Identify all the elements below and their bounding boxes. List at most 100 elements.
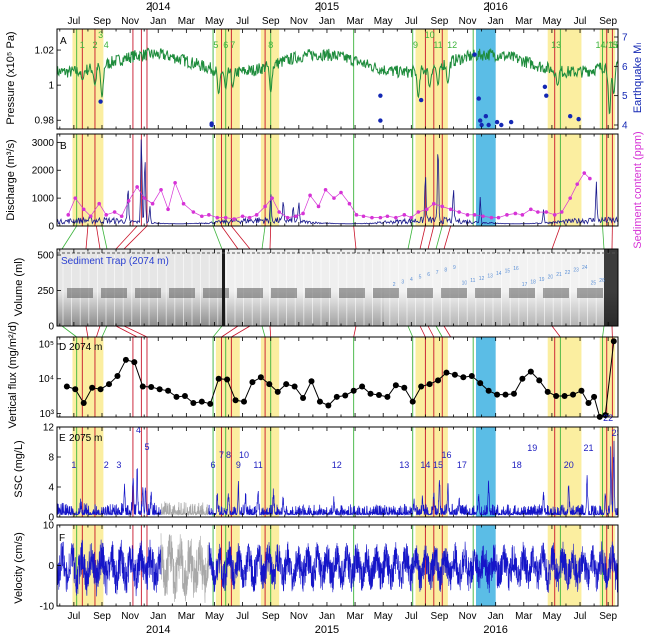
bottle-number: 3	[401, 279, 404, 285]
event-label-e: 2	[104, 460, 109, 470]
month-label-bottom: Jul	[574, 611, 587, 622]
sediment-content-point	[240, 214, 245, 219]
sediment-layer	[509, 288, 535, 298]
event-label-a: 4	[104, 40, 109, 50]
flux-point	[342, 392, 349, 399]
connector-line	[221, 225, 239, 250]
sediment-content-point	[215, 215, 220, 220]
sediment-layer	[67, 288, 93, 298]
photo-segment	[604, 249, 618, 326]
sediment-content-point	[385, 214, 390, 219]
flux-point	[359, 383, 366, 390]
sediment-content-point	[520, 213, 525, 217]
event-label-a: 3	[98, 30, 103, 40]
connector-line	[115, 225, 138, 250]
panel-e-title: 2075 m	[69, 433, 102, 444]
ylabel-volume: Volume (ml)	[13, 258, 25, 317]
photo-segment	[384, 249, 604, 326]
sediment-content-point	[394, 215, 398, 220]
event-label-e: 14	[420, 460, 430, 470]
sediment-content-point	[119, 214, 124, 219]
y-tick-label: 0	[48, 222, 54, 233]
ylabel-sediment: Sediment content (ppm)	[632, 131, 644, 248]
ssc-gap-line	[160, 501, 210, 517]
event-label-a: 11	[433, 40, 442, 50]
sediment-content-point	[481, 214, 485, 219]
flux-point	[165, 387, 172, 394]
connector-line	[261, 225, 266, 250]
sediment-layer	[373, 288, 399, 298]
earthquake-point	[472, 52, 477, 57]
sediment-content-point	[354, 213, 359, 217]
bottle-number: 14	[496, 271, 502, 277]
flux-point	[367, 390, 374, 397]
y-tick-label: 7	[622, 33, 628, 44]
connector-line	[123, 225, 148, 250]
sediment-content-point	[424, 207, 429, 212]
event-label-e: 15	[433, 460, 443, 470]
earthquake-point	[378, 93, 383, 98]
flux-point	[241, 398, 247, 405]
panel-frame-b	[56, 133, 619, 227]
sediment-content-point	[81, 207, 86, 212]
event-label-e: 23	[612, 428, 622, 438]
flux-point	[435, 377, 442, 384]
earthquake-point	[499, 122, 504, 128]
y-tick-label: 0	[48, 513, 54, 524]
sediment-content-point	[285, 215, 290, 220]
month-label-bottom: Nov	[121, 611, 139, 622]
sediment-content-point	[582, 171, 587, 175]
sediment-content-point	[505, 213, 509, 217]
connector-lines	[61, 225, 613, 338]
month-label-top: Mar	[515, 16, 533, 27]
earthquake-point	[544, 93, 549, 98]
connector-line	[231, 325, 251, 338]
connector-line	[85, 325, 89, 338]
earthquake-point	[476, 96, 482, 101]
flux-point	[291, 383, 298, 390]
y-tick-label: 5	[622, 91, 628, 102]
flux-point	[97, 386, 104, 393]
sediment-content-point	[575, 182, 580, 186]
event-label-e: 16	[441, 450, 451, 460]
sediment-content-point	[472, 213, 477, 217]
flux-point	[215, 375, 222, 382]
bottle-number: 15	[505, 269, 511, 275]
flux-point	[544, 388, 551, 395]
month-label-top: Sep	[431, 16, 449, 27]
flux-point	[527, 368, 534, 375]
event-label-e: 4	[136, 425, 141, 435]
ylabel-pressure: Pressure (x10⁵ Pa)	[5, 31, 17, 124]
earthquake-point	[478, 118, 483, 123]
flux-point	[63, 383, 70, 390]
event-label-e: 3	[116, 460, 121, 470]
month-label-bottom: May	[374, 611, 393, 622]
sediment-content-point	[166, 207, 170, 212]
sediment-content-point	[416, 210, 421, 214]
sediment-layer	[475, 288, 501, 298]
earthquake-point	[418, 97, 424, 103]
earthquake-point	[479, 122, 484, 128]
sediment-content-point	[223, 215, 228, 220]
velocity-line	[57, 539, 162, 597]
sediment-content-point	[232, 217, 236, 221]
flux-point	[300, 394, 307, 401]
sediment-content-point	[552, 213, 557, 217]
month-label-bottom: Mar	[178, 611, 196, 622]
month-label-top: Sep	[599, 16, 617, 27]
event-label-a: 5	[213, 40, 218, 50]
month-label-bottom: Sep	[262, 611, 280, 622]
flux-point	[375, 392, 382, 399]
connector-line	[551, 325, 561, 338]
sediment-content-point	[316, 204, 321, 209]
month-label-bottom: Nov	[459, 611, 477, 622]
bottle-number: 21	[556, 272, 562, 278]
panel-a-letter: A	[60, 36, 67, 47]
connector-line	[123, 325, 148, 338]
sediment-content-point	[66, 213, 71, 217]
event-label-e: 17	[457, 460, 467, 470]
bottle-number: 25	[591, 281, 597, 287]
y-tick-label: 10⁴	[39, 374, 54, 385]
flux-point	[333, 393, 340, 400]
sediment-content-point	[339, 190, 343, 195]
